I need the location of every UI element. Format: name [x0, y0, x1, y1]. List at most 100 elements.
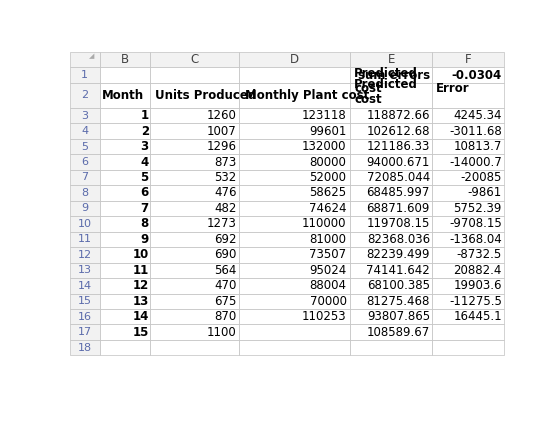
- Text: 7: 7: [141, 202, 149, 215]
- Bar: [70, 340, 100, 356]
- Text: 88004: 88004: [310, 279, 347, 292]
- Bar: [432, 67, 504, 83]
- Bar: [150, 185, 239, 201]
- Text: 11: 11: [78, 235, 92, 245]
- Bar: [239, 124, 350, 139]
- Bar: [432, 83, 504, 108]
- Text: 82239.499: 82239.499: [366, 248, 430, 261]
- Text: 17: 17: [78, 327, 92, 337]
- Bar: [100, 108, 150, 124]
- Bar: [432, 201, 504, 216]
- Bar: [100, 340, 150, 356]
- Text: 675: 675: [214, 295, 236, 308]
- Bar: [239, 232, 350, 247]
- Text: 1: 1: [81, 70, 88, 80]
- Text: 873: 873: [214, 156, 236, 168]
- Text: 110000: 110000: [302, 217, 347, 230]
- Text: 121186.33: 121186.33: [367, 140, 430, 153]
- Text: 4245.34: 4245.34: [454, 109, 502, 122]
- Text: 564: 564: [214, 264, 236, 277]
- Bar: [432, 232, 504, 247]
- Bar: [432, 52, 504, 67]
- Text: 3: 3: [141, 140, 149, 153]
- Bar: [432, 293, 504, 309]
- Bar: [350, 185, 432, 201]
- Text: 11: 11: [133, 264, 149, 277]
- Bar: [350, 139, 432, 154]
- Bar: [239, 67, 350, 83]
- Text: -1368.04: -1368.04: [449, 233, 502, 246]
- Text: -11275.5: -11275.5: [449, 295, 502, 308]
- Text: 1260: 1260: [207, 109, 236, 122]
- Text: Predicted
cost: Predicted cost: [354, 67, 418, 95]
- Bar: [100, 185, 150, 201]
- Text: 16445.1: 16445.1: [453, 310, 502, 323]
- Bar: [100, 263, 150, 278]
- Bar: [239, 185, 350, 201]
- Bar: [70, 216, 100, 232]
- Text: 6: 6: [141, 187, 149, 200]
- Text: Month: Month: [102, 89, 144, 102]
- Text: 15: 15: [78, 296, 92, 306]
- Text: 532: 532: [214, 171, 236, 184]
- Text: F: F: [465, 53, 472, 66]
- Text: 20882.4: 20882.4: [454, 264, 502, 277]
- Bar: [150, 247, 239, 263]
- Bar: [350, 83, 432, 108]
- Bar: [70, 185, 100, 201]
- Text: E: E: [388, 53, 395, 66]
- Text: 13: 13: [78, 265, 92, 275]
- Bar: [239, 340, 350, 356]
- Bar: [239, 201, 350, 216]
- Bar: [239, 139, 350, 154]
- Text: 8: 8: [81, 188, 88, 198]
- Text: 80000: 80000: [310, 156, 347, 168]
- Bar: [350, 232, 432, 247]
- Text: 10813.7: 10813.7: [454, 140, 502, 153]
- Text: 9: 9: [81, 203, 88, 213]
- Bar: [100, 278, 150, 293]
- Text: 1100: 1100: [207, 326, 236, 339]
- Bar: [350, 67, 432, 83]
- Text: -0.0304: -0.0304: [451, 69, 502, 82]
- Text: 2: 2: [141, 124, 149, 137]
- Text: -3011.68: -3011.68: [449, 124, 502, 137]
- Bar: [150, 309, 239, 324]
- Bar: [100, 52, 150, 67]
- Bar: [100, 170, 150, 185]
- Bar: [150, 52, 239, 67]
- Bar: [100, 201, 150, 216]
- Bar: [150, 83, 239, 108]
- Bar: [432, 324, 504, 340]
- Text: 118872.66: 118872.66: [366, 109, 430, 122]
- Text: 132000: 132000: [302, 140, 347, 153]
- Text: C: C: [190, 53, 199, 66]
- Bar: [70, 139, 100, 154]
- Text: 9: 9: [141, 233, 149, 246]
- Bar: [70, 263, 100, 278]
- Text: -9861: -9861: [468, 187, 502, 200]
- Text: ◢: ◢: [90, 53, 95, 59]
- Text: 482: 482: [214, 202, 236, 215]
- Text: 14: 14: [132, 310, 149, 323]
- Bar: [70, 293, 100, 309]
- Text: 108589.67: 108589.67: [367, 326, 430, 339]
- Text: 58625: 58625: [310, 187, 347, 200]
- Text: 94000.671: 94000.671: [367, 156, 430, 168]
- Text: 7: 7: [81, 172, 88, 182]
- Text: 8: 8: [141, 217, 149, 230]
- Text: 52000: 52000: [310, 171, 347, 184]
- Bar: [70, 232, 100, 247]
- Text: 1: 1: [141, 109, 149, 122]
- Bar: [432, 263, 504, 278]
- Text: 102612.68: 102612.68: [366, 124, 430, 137]
- Bar: [239, 263, 350, 278]
- Bar: [239, 247, 350, 263]
- Text: 5752.39: 5752.39: [454, 202, 502, 215]
- Bar: [100, 154, 150, 170]
- Bar: [70, 83, 100, 108]
- Bar: [350, 201, 432, 216]
- Bar: [350, 263, 432, 278]
- Bar: [100, 324, 150, 340]
- Bar: [350, 324, 432, 340]
